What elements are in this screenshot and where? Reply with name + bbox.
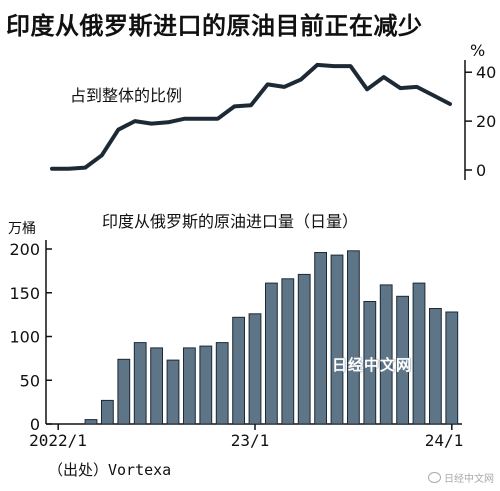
bar-y-tick-label: 0: [30, 415, 40, 434]
corner-watermark: 日经中文网: [428, 470, 494, 485]
line-chart: 占到整体的比例 % 0 20 40: [50, 41, 496, 180]
line-point: [249, 103, 253, 107]
bar: [412, 282, 426, 425]
bar: [330, 254, 344, 425]
line-point: [83, 166, 87, 170]
line-point: [365, 87, 369, 91]
line-point: [199, 117, 203, 121]
line-y-tick-label: 20: [476, 112, 496, 131]
line-y-tick-label: 0: [476, 161, 486, 180]
bar: [347, 250, 360, 425]
bar-chart-x-ticks: 2022/1 23/1 24/1: [29, 424, 463, 450]
bar: [232, 316, 245, 425]
line-chart-y-ticks: 0 20 40: [465, 63, 496, 180]
bar: [363, 301, 377, 425]
line-point: [315, 63, 319, 67]
bar: [429, 308, 442, 425]
bar-y-tick-label: 50: [20, 371, 40, 390]
bar: [150, 347, 163, 425]
bar: [281, 278, 295, 425]
line-point: [166, 120, 170, 124]
bar: [166, 359, 180, 425]
watermark-text: 日经中文网: [332, 356, 413, 374]
bar-x-tick-label: 23/1: [231, 431, 270, 450]
line-point: [349, 64, 352, 68]
bar: [117, 358, 131, 425]
line-point: [116, 128, 120, 132]
weibo-icon: [428, 472, 441, 483]
bar: [248, 313, 262, 425]
line-chart-title: 占到整体的比例: [70, 86, 182, 105]
line-point: [431, 93, 435, 97]
bar: [199, 345, 213, 425]
line-point: [332, 64, 336, 68]
line-chart-points: [50, 63, 452, 171]
line-point: [100, 153, 104, 157]
bar: [183, 347, 196, 425]
line-point: [382, 75, 386, 79]
line-point: [183, 117, 187, 121]
bar: [297, 273, 311, 425]
bar: [133, 342, 147, 425]
corner-watermark-text: 日经中文网: [444, 474, 494, 485]
bar-chart-bars: [84, 250, 459, 425]
bar: [314, 252, 328, 425]
bar: [215, 342, 229, 425]
line-point: [150, 122, 153, 126]
line-point: [398, 86, 402, 90]
bar: [265, 282, 278, 425]
line-point: [216, 117, 220, 121]
bar: [379, 284, 393, 425]
line-point: [415, 85, 419, 89]
line-point: [282, 85, 286, 89]
series-line: [50, 62, 452, 171]
bar-x-tick-label: 24/1: [425, 431, 464, 450]
bar-chart-y-ticks: 0 50 100 150 200: [9, 240, 52, 434]
main-title: 印度从俄罗斯进口的原油目前正在减少: [6, 12, 423, 40]
bar-y-tick-label: 100: [9, 328, 40, 347]
bar: [396, 295, 410, 425]
source-note: （出处）Vortexa: [48, 461, 172, 479]
line-point: [232, 104, 236, 108]
line-point: [299, 78, 303, 82]
line-point: [50, 167, 54, 171]
line-point: [448, 102, 452, 106]
bar-chart-title: 印度从俄罗斯的原油进口量（日量）: [102, 212, 358, 231]
line-point: [133, 119, 137, 123]
bar-y-tick-label: 200: [9, 240, 40, 259]
bar: [101, 399, 114, 425]
line-point: [266, 82, 270, 86]
line-chart-unit: %: [470, 41, 485, 60]
bar-x-tick-label: 2022/1: [29, 431, 87, 450]
bar-y-tick-label: 150: [9, 284, 40, 303]
line-y-tick-label: 40: [476, 63, 496, 82]
bar-chart-unit: 万桶: [8, 221, 36, 237]
bar: [84, 419, 98, 425]
bar: [445, 311, 459, 425]
line-point: [67, 167, 71, 171]
